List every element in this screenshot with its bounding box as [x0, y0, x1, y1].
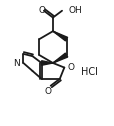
Text: O: O [45, 87, 51, 96]
Text: HCl: HCl [80, 67, 97, 77]
Text: OH: OH [68, 6, 81, 15]
Polygon shape [52, 31, 67, 41]
Text: N: N [13, 58, 19, 68]
Text: O: O [38, 6, 45, 15]
Text: O: O [67, 63, 74, 72]
Polygon shape [41, 61, 52, 65]
Polygon shape [52, 53, 67, 63]
